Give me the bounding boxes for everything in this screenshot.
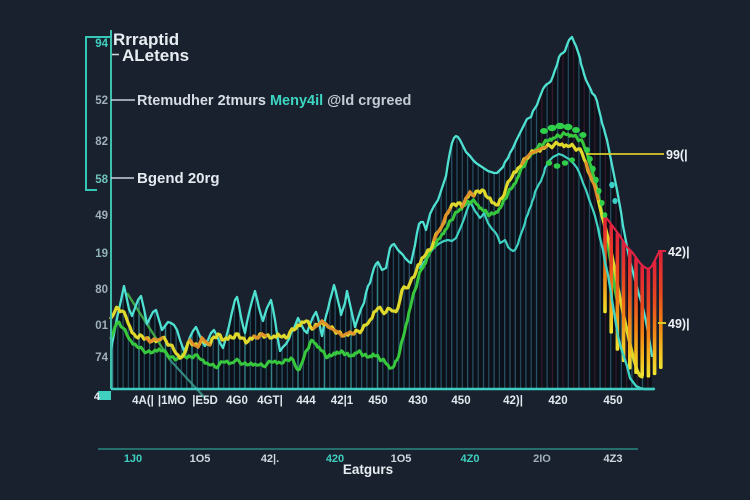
svg-text:4Z0: 4Z0 (461, 453, 480, 465)
svg-text:42|1: 42|1 (331, 395, 354, 407)
svg-text:450: 450 (451, 395, 470, 407)
svg-text:4GT|: 4GT| (257, 395, 283, 407)
svg-text:49: 49 (95, 210, 108, 222)
svg-text:80: 80 (95, 284, 108, 296)
svg-text:4G0: 4G0 (226, 395, 248, 407)
svg-text:Rtemudher 2tmurs Meny4il @Id c: Rtemudher 2tmurs Meny4il @Id crgreed (137, 93, 411, 109)
svg-text:1O5: 1O5 (190, 453, 211, 465)
svg-text:19: 19 (95, 248, 108, 260)
svg-text:420: 420 (548, 395, 567, 407)
svg-text:Eatgurs: Eatgurs (343, 462, 393, 477)
svg-text:49)|: 49)| (668, 317, 690, 331)
svg-text:450: 450 (603, 395, 622, 407)
svg-text:4: 4 (94, 391, 101, 403)
svg-text:1O5: 1O5 (391, 453, 412, 465)
svg-text:|1MO: |1MO (158, 395, 186, 407)
svg-text:4Z3: 4Z3 (604, 453, 623, 465)
svg-text:74: 74 (95, 352, 108, 364)
svg-text:94: 94 (95, 38, 108, 50)
svg-text:82: 82 (95, 136, 108, 148)
svg-text:4A(|: 4A(| (132, 395, 154, 407)
svg-text:|E5D: |E5D (192, 395, 218, 407)
svg-text:2IO: 2IO (533, 453, 551, 465)
svg-text:52: 52 (95, 95, 108, 107)
svg-text:450: 450 (368, 395, 387, 407)
svg-text:99(|: 99(| (666, 148, 688, 162)
svg-text:420: 420 (326, 453, 344, 465)
svg-text:ALetens: ALetens (122, 46, 189, 65)
svg-text:Rrraptid: Rrraptid (113, 30, 179, 49)
svg-text:42)|: 42)| (503, 395, 523, 407)
svg-text:42|.: 42|. (261, 453, 279, 465)
svg-text:Bgend 20rg: Bgend 20rg (137, 170, 220, 187)
svg-text:430: 430 (408, 395, 427, 407)
svg-text:444: 444 (296, 395, 316, 407)
svg-text:01: 01 (95, 320, 108, 332)
svg-text:1J0: 1J0 (124, 453, 142, 465)
svg-text:58: 58 (95, 174, 108, 186)
svg-text:42)|: 42)| (668, 245, 690, 259)
